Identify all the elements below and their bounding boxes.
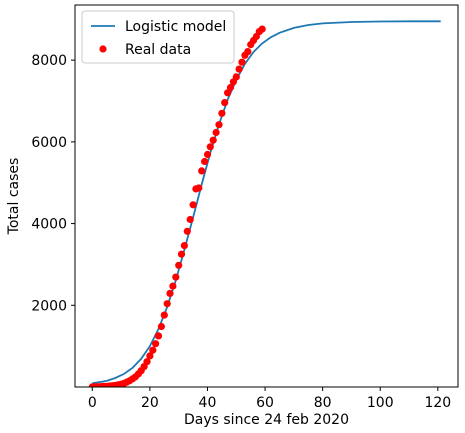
data-point-real-data [221, 99, 229, 107]
data-point-real-data [152, 340, 160, 348]
data-point-real-data [154, 332, 163, 340]
data-point-real-data [201, 157, 209, 166]
x-axis-label: Days since 24 feb 2020 [184, 412, 349, 428]
data-point-real-data [206, 143, 214, 151]
data-point-real-data [212, 128, 220, 137]
y-tick-label: 8000 [31, 53, 67, 69]
data-point-real-data [244, 48, 252, 56]
data-point-real-data [195, 184, 203, 192]
x-tick-label: 120 [424, 395, 451, 411]
data-point-real-data [198, 167, 206, 175]
data-point-real-data [218, 109, 226, 117]
legend-label: Logistic model [125, 19, 226, 35]
data-point-real-data [169, 282, 177, 290]
data-point-real-data [226, 83, 235, 92]
legend-box [81, 10, 235, 64]
data-point-real-data [143, 358, 151, 366]
data-point-real-data [177, 250, 186, 258]
data-point-real-data [189, 201, 197, 209]
data-point-real-data [215, 121, 223, 129]
x-tick-label: 100 [367, 395, 394, 411]
data-point-real-data [186, 215, 194, 224]
data-point-real-data [163, 300, 171, 308]
y-tick-label: 6000 [31, 135, 67, 151]
x-tick-label: 20 [141, 395, 159, 411]
data-point-real-data [175, 261, 183, 269]
x-tick-label: 80 [314, 395, 332, 411]
data-point-real-data [172, 273, 180, 281]
y-axis-label: Total cases [6, 158, 22, 236]
legend-label: Real data [125, 42, 191, 58]
x-tick-label: 60 [256, 395, 274, 411]
data-point-real-data [209, 136, 217, 144]
data-point-real-data [224, 89, 232, 97]
data-point-real-data [183, 227, 191, 235]
data-point-real-data [166, 289, 174, 297]
x-tick-label: 0 [88, 395, 97, 411]
data-point-real-data [238, 58, 246, 66]
data-point-real-data [149, 346, 157, 354]
x-tick-label: 40 [199, 395, 217, 411]
legend: Logistic model Real data [81, 10, 235, 64]
data-point-real-data [235, 65, 243, 73]
data-point-real-data [203, 150, 212, 159]
data-point-real-data [258, 25, 266, 33]
data-point-real-data [160, 311, 168, 319]
data-point-real-data [146, 352, 154, 360]
data-point-real-data [180, 242, 188, 250]
legend-point-marker [99, 45, 107, 53]
data-point-real-data [232, 73, 240, 81]
series-line-logistic-model [92, 20, 441, 385]
y-tick-label: 4000 [31, 217, 67, 233]
y-tick-label: 2000 [31, 298, 67, 314]
plot-frame [74, 4, 459, 388]
data-point-real-data [157, 322, 165, 331]
